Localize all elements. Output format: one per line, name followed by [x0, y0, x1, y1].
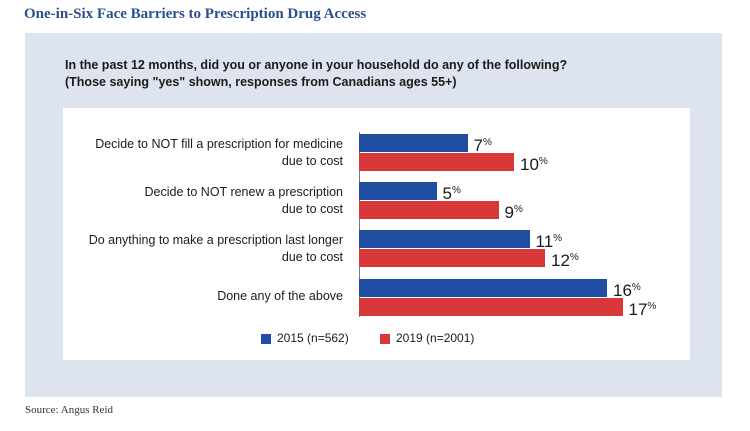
category-label-line: Decide to NOT renew a prescription	[144, 185, 343, 199]
value-label: 11%	[535, 232, 563, 251]
category-label-line: due to cost	[281, 202, 343, 216]
bar-2019	[359, 249, 545, 267]
chart-title: One-in-Six Face Barriers to Prescription…	[24, 6, 367, 22]
category-label-line: Decide to NOT fill a prescription for me…	[95, 137, 343, 151]
bar-2019	[359, 153, 514, 171]
category-label: Decide to NOT renew a prescription due to…	[145, 184, 343, 218]
legend-swatch	[380, 334, 390, 344]
category-label: Decide to NOT fill a prescription for me…	[95, 136, 343, 170]
source-note: Source: Angus Reid	[25, 404, 113, 416]
category-label: Do anything to make a prescription last …	[89, 232, 343, 266]
legend-label: 2019 (n=2001)	[396, 331, 475, 345]
value-label: 5%	[442, 184, 461, 203]
bar-2015	[359, 230, 530, 248]
value-label: 16%	[613, 281, 641, 300]
value-label: 10%	[520, 155, 548, 174]
question-line-1: In the past 12 months, did you or anyone…	[65, 58, 568, 72]
value-label: 17%	[628, 300, 657, 319]
bar-2019	[359, 298, 623, 316]
value-label: 12%	[551, 251, 579, 270]
question-line-2: (Those saying "yes" shown, responses fro…	[65, 75, 457, 89]
value-label: 9%	[504, 203, 523, 222]
category-axis-line	[359, 132, 360, 317]
legend-swatch	[261, 334, 271, 344]
legend-label: 2015 (n=562)	[277, 331, 349, 345]
bar-2015	[359, 182, 437, 200]
category-label-line: Done any of the above	[217, 289, 343, 303]
value-label: 7%	[473, 136, 492, 155]
category-label-line: Do anything to make a prescription last …	[88, 233, 343, 247]
bar-2015	[359, 134, 468, 152]
bar-2019	[359, 201, 499, 219]
bar-2015	[359, 279, 607, 297]
category-label: Done any of the above	[217, 288, 343, 305]
category-label-line: due to cost	[281, 154, 343, 168]
category-label-line: due to cost	[281, 250, 343, 264]
